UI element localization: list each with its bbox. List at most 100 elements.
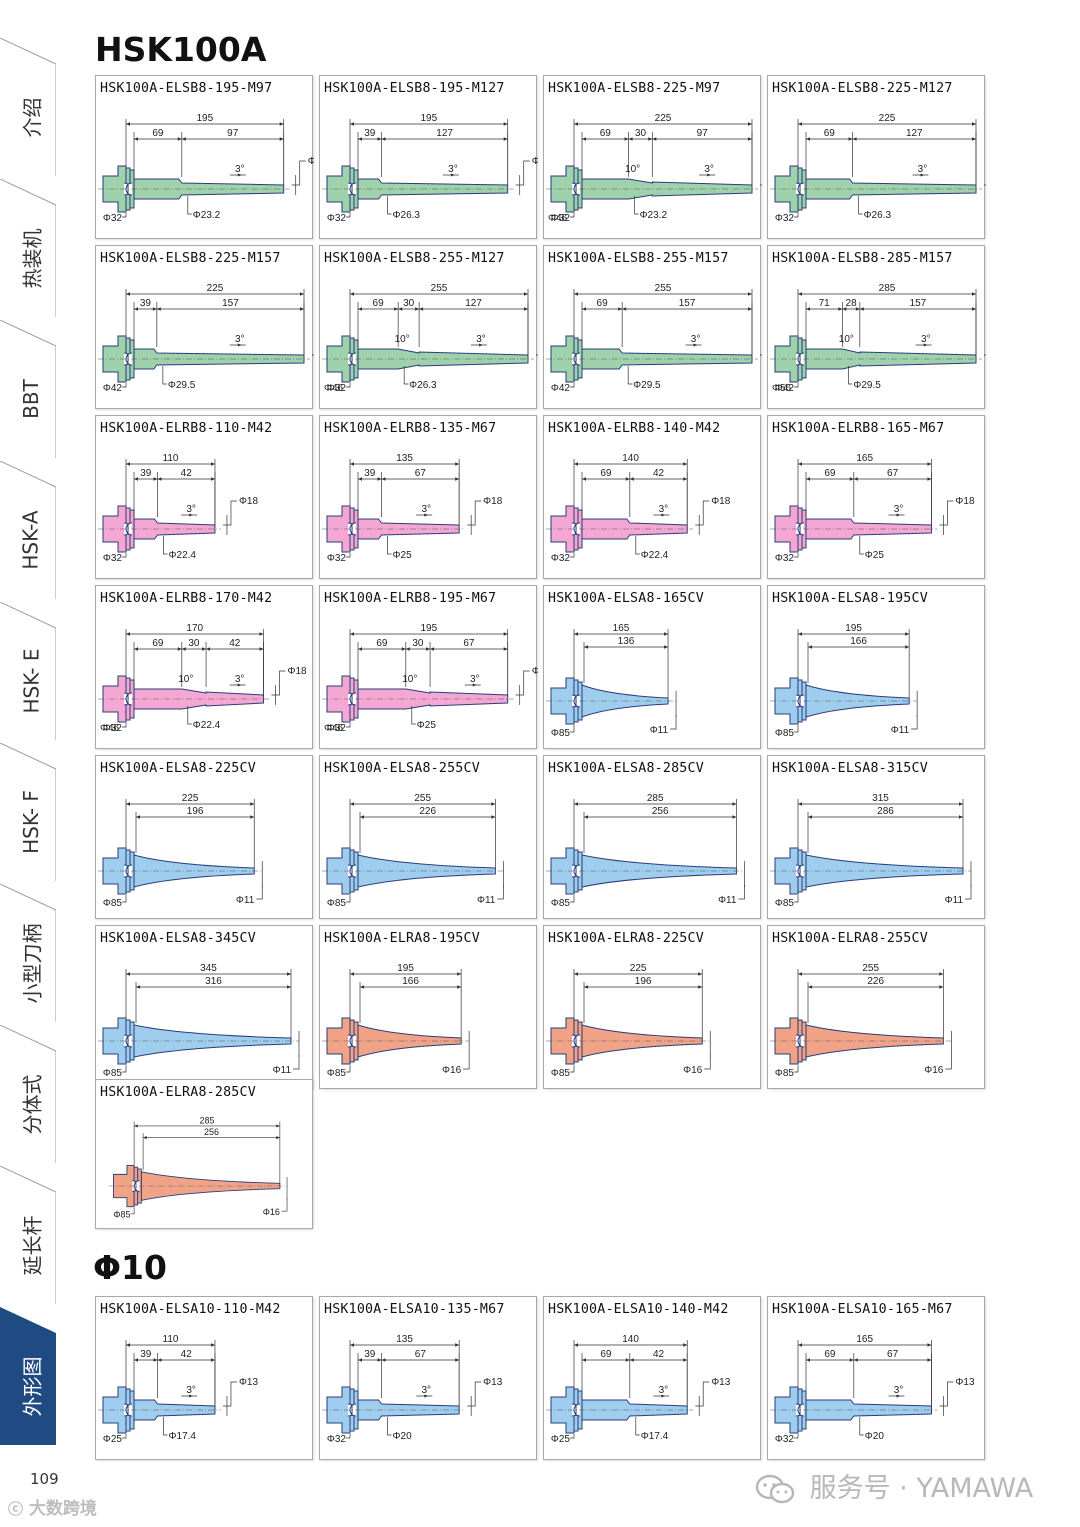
dim-tip-diameter: Φ13: [711, 1377, 731, 1388]
dim-segment-length: 69: [152, 128, 164, 139]
sidebar-tab-outline-drawing[interactable]: 外形图: [0, 1307, 56, 1445]
dim-segment-length: 39: [140, 298, 152, 309]
sidebar-tab-hsk-f[interactable]: HSK- F: [0, 743, 56, 881]
tool-outline-drawing: 195 166 Φ85 Φ16: [322, 963, 470, 1079]
dim-angle-3: 3°: [421, 1385, 431, 1396]
dim-total-length: 285: [647, 793, 664, 804]
sidebar-tab-bbt[interactable]: BBT: [0, 320, 56, 458]
dim-total-length: 225: [879, 113, 896, 124]
dim-segment-length: 69: [824, 1349, 836, 1360]
watermark-right: 服务号 · YAMAWA: [755, 1466, 1033, 1506]
dim-segment-length: 30: [412, 638, 424, 649]
sidebar-tab-hsk-e[interactable]: HSK- E: [0, 602, 56, 740]
tool-outline-drawing: 285 256 Φ85 Φ11: [546, 793, 745, 909]
dim-angle-3: 3°: [894, 1385, 904, 1396]
dim-total-length: 135: [396, 1334, 413, 1345]
dim-segment-length: 67: [415, 1349, 427, 1360]
dim-cone-length: 256: [652, 806, 669, 817]
product-card: HSK100A-ELRB8-135-M67 135 39 67 3° Φ18 Φ32 Φ25: [319, 415, 537, 579]
product-card: HSK100A-ELSB8-285-M157285712815710°3°Φ13…: [767, 245, 986, 409]
dim-segment-length: 42: [229, 638, 241, 649]
dim-angle-10: 10°: [402, 674, 417, 685]
dim-total-length: 110: [163, 1334, 179, 1345]
dim-base-diameter: Φ46: [100, 723, 120, 734]
tool-outline-drawing: 255 226 Φ85 Φ16: [770, 963, 952, 1079]
dim-tip-diameter: Φ16: [263, 1207, 280, 1217]
sidebar-tab-label: 外形图: [20, 1356, 45, 1416]
tool-body-shape: [805, 518, 932, 540]
dim-tip-diameter: Φ13: [308, 156, 314, 167]
dim-total-length: 195: [421, 113, 438, 124]
dim-neck-diameter: Φ32: [327, 723, 347, 734]
tool-outline-drawing: 135 39 67 3° Φ18 Φ32 Φ25: [322, 453, 503, 564]
dim-angle-3: 3°: [186, 1385, 196, 1396]
watermark-right-text: 服务号 · YAMAWA: [809, 1473, 1034, 1504]
product-model-code: HSK100A-ELSA10-135-M67: [324, 1302, 505, 1317]
dim-angle-3: 3°: [918, 164, 928, 175]
dim-cone-length: 166: [402, 976, 419, 987]
dim-shank-diameter: Φ22.4: [193, 720, 221, 731]
dim-total-length: 195: [845, 623, 862, 634]
dim-neck-diameter: Φ32: [775, 1434, 795, 1445]
product-card: HSK100A-ELSB8-255-M127255693012710°3°Φ13…: [319, 245, 538, 409]
product-card: HSK100A-ELSA10-110-M42 110 39 42 3° Φ13 Φ25 Φ17…: [95, 1296, 313, 1460]
product-card: HSK100A-ELSA8-285CV 285 256 Φ85 Φ11: [543, 755, 761, 919]
product-card: HSK100A-ELSB8-255-M157255691573°Φ13Φ42Φ2…: [543, 245, 762, 409]
sidebar-tab-small-holder[interactable]: 小型刀柄: [0, 884, 56, 1022]
wechat-icon: [755, 1474, 795, 1503]
sidebar-tab-hsk-a[interactable]: HSK-A: [0, 461, 56, 599]
dim-segment-length: 127: [465, 298, 482, 309]
dim-shank-diameter: Φ29.5: [633, 380, 661, 391]
watermark-left-text: 大数跨境: [28, 1499, 97, 1519]
dim-segment-length: 42: [181, 468, 193, 479]
product-card: HSK100A-ELSA10-165-M67 165 69 67 3° Φ13 Φ32 Φ20: [767, 1296, 985, 1460]
dim-base-diameter: Φ85: [775, 728, 795, 739]
sidebar-tab-intro[interactable]: 介绍: [0, 38, 56, 176]
product-model-code: HSK100A-ELSA8-255CV: [324, 761, 480, 776]
dim-cone-length: 286: [877, 806, 894, 817]
product-card: HSK100A-ELSB8-195-M127 195 39 127 3° Φ13 Φ32 Φ2…: [319, 75, 538, 239]
dim-total-length: 285: [879, 283, 896, 294]
dim-total-length: 345: [200, 963, 217, 974]
product-model-code: HSK100A-ELRB8-135-M67: [324, 421, 497, 436]
dim-base-diameter: Φ85: [775, 1068, 795, 1079]
dim-tip-diameter: Φ13: [483, 1377, 503, 1388]
sidebar-tab-label: HSK- E: [19, 648, 43, 714]
dim-segment-length: 69: [600, 1349, 612, 1360]
dim-base-diameter: Φ85: [775, 898, 795, 909]
product-card: HSK100A-ELSA8-255CV 255 226 Φ85 Φ11: [319, 755, 537, 919]
page-number: 109: [30, 1470, 59, 1488]
dim-tip-diameter: Φ11: [650, 725, 669, 736]
product-model-code: HSK100A-ELSB8-285-M157: [772, 251, 953, 266]
dim-shank-diameter: Φ20: [865, 1431, 885, 1442]
product-model-code: HSK100A-ELSB8-225-M127: [772, 81, 953, 96]
dim-shank-diameter: Φ25: [865, 550, 885, 561]
dim-segment-length: 42: [181, 1349, 193, 1360]
tool-outline-drawing: 170 69 30 42 10° 3° Φ18 Φ32 Φ22.4 Φ46: [98, 623, 307, 734]
dim-angle-3: 3°: [691, 334, 701, 345]
dim-tip-diameter: Φ11: [945, 895, 964, 906]
product-card: HSK100A-ELSA8-315CV 315 286 Φ85 Φ11: [767, 755, 985, 919]
dim-cone-length: 226: [867, 976, 884, 987]
dim-angle-10: 10°: [395, 334, 410, 345]
dim-segment-length: 39: [140, 468, 152, 479]
sidebar-tab-shrink-fit[interactable]: 热装机: [0, 179, 56, 317]
dim-base-diameter: Φ85: [551, 728, 571, 739]
dim-cone-length: 136: [618, 636, 635, 647]
sidebar-tab-extension[interactable]: 延长杆: [0, 1166, 56, 1304]
dim-cone-length: 226: [419, 806, 436, 817]
sidebar-tab-split[interactable]: 分体式: [0, 1025, 56, 1163]
dim-shank-diameter: Φ26.3: [409, 380, 437, 391]
tool-outline-drawing: 140 69 42 3° Φ13 Φ25 Φ17.4: [546, 1334, 731, 1445]
dim-segment-length: 97: [697, 128, 709, 139]
product-model-code: HSK100A-ELSA8-345CV: [100, 931, 256, 946]
product-card: HSK100A-ELRA8-285CV 285 256 Φ85 Φ16: [95, 1079, 313, 1229]
product-card: HSK100A-ELRB8-165-M67 165 69 67 3° Φ18 Φ32 Φ25: [767, 415, 985, 579]
dim-shank-diameter: Φ29.5: [853, 380, 881, 391]
dim-total-length: 225: [207, 283, 224, 294]
dim-neck-diameter: Φ32: [327, 383, 347, 394]
dim-shank-diameter: Φ26.3: [393, 210, 421, 221]
dim-total-length: 195: [197, 113, 214, 124]
dim-neck-diameter: Φ42: [775, 383, 795, 394]
